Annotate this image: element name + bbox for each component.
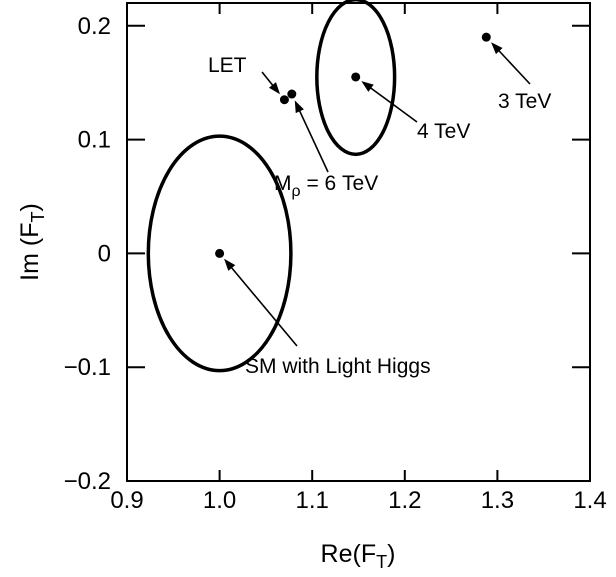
arrow-t4 [367, 85, 418, 123]
point-t4 [351, 72, 361, 82]
x-tick-label: 0.9 [110, 487, 143, 514]
arrow-m6 [297, 107, 329, 173]
sm-ellipse [146, 134, 293, 373]
annotation-arrows [224, 42, 531, 347]
x-tick-label: 1.4 [573, 487, 606, 514]
annotation-let: LET [208, 54, 247, 77]
arrowhead-t4 [361, 81, 374, 92]
ellipses [146, 0, 397, 373]
point-t3 [481, 32, 491, 42]
tick-labels: 0.9 1.0 1.1 1.2 1.3 1.4 −0.2 −0.1 0 0.1 0.2 [64, 13, 607, 514]
point-let [279, 95, 289, 105]
y-axis-label: Im (FT) [16, 203, 48, 281]
y-tick-label: −0.1 [64, 354, 111, 381]
annotation-3tev: 3 TeV [498, 90, 551, 113]
annotation-4tev: 4 TeV [417, 120, 470, 143]
y-tick-label: 0.2 [78, 13, 111, 40]
x-axis-label: Re(FT) [321, 540, 396, 572]
annotation-sm: SM with Light Higgs [245, 355, 431, 378]
y-tick-label: −0.2 [64, 468, 111, 495]
arrowhead-m6 [294, 100, 304, 114]
y-tick-label: 0 [98, 240, 111, 267]
arrow-sm [228, 264, 298, 347]
x-tick-label: 1.3 [481, 487, 514, 514]
y-tick-label: 0.1 [78, 127, 111, 154]
x-tick-label: 1.2 [388, 487, 421, 514]
arrowhead-let [268, 82, 281, 95]
point-m6 [287, 89, 297, 99]
x-tick-label: 1.0 [203, 487, 236, 514]
arrowhead-t3 [491, 42, 503, 55]
plot-frame [126, 2, 591, 482]
arrow-t3 [495, 47, 531, 85]
t4-ellipse [315, 0, 397, 157]
arrowhead-sm [224, 258, 236, 271]
data-points [215, 32, 491, 258]
ticks [126, 3, 591, 482]
x-tick-label: 1.1 [296, 487, 329, 514]
annotation-m6: Mρ = 6 TeV [274, 172, 378, 200]
point-sm [215, 248, 225, 258]
